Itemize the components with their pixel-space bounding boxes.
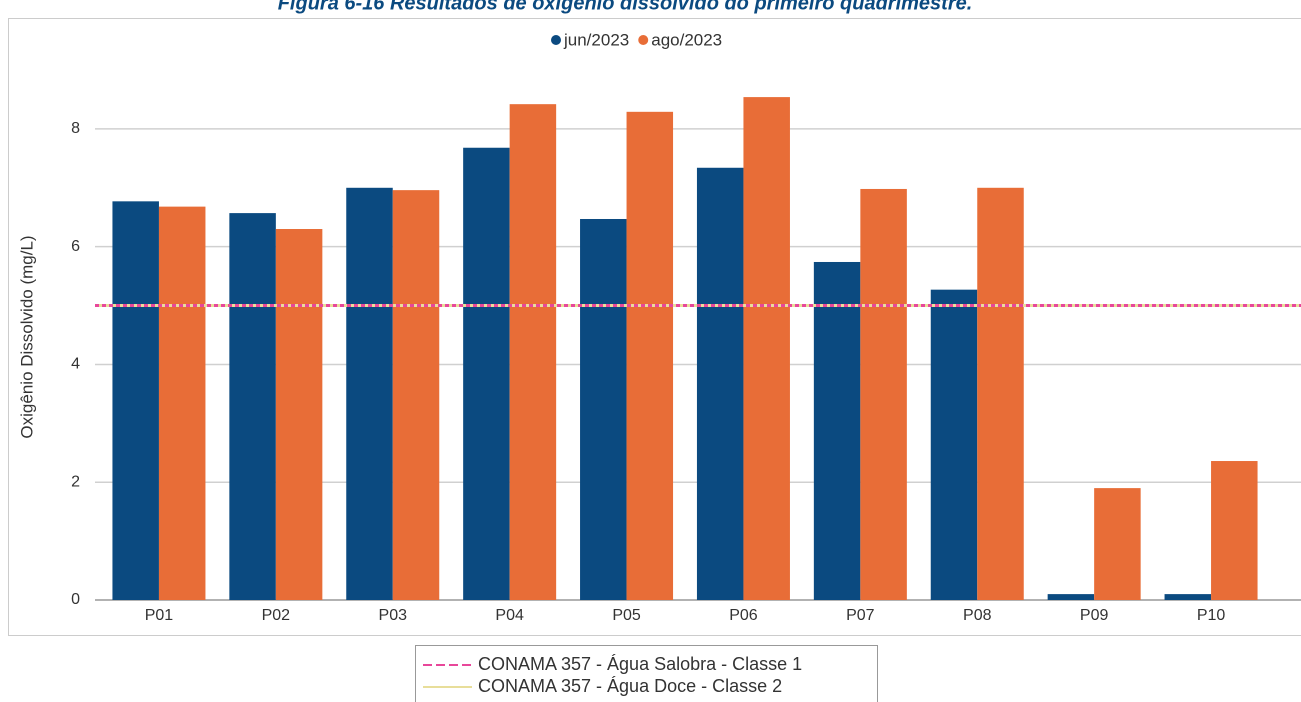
x-tick-label: P08	[963, 607, 992, 624]
y-tick-label: 4	[71, 356, 80, 373]
bar	[1047, 594, 1095, 600]
x-tick-label: P09	[1080, 607, 1109, 624]
bar	[743, 97, 790, 600]
bar	[275, 229, 323, 600]
y-axis-label: Oxigênio Dissolvido (mg/L)	[17, 235, 36, 438]
bar	[1211, 461, 1258, 600]
legend-label: ago/2023	[651, 30, 722, 49]
x-tick-label: P07	[846, 607, 875, 624]
x-tick-label: P04	[495, 607, 524, 624]
legend-label: CONAMA 357 - Água Salobra - Classe 1	[478, 654, 802, 674]
y-tick-label: 6	[71, 238, 80, 255]
y-tick-label: 2	[71, 473, 80, 490]
bar	[509, 104, 557, 600]
chart-frame	[8, 18, 1301, 636]
bar	[229, 213, 276, 600]
y-tick-label: 0	[71, 591, 80, 608]
bar	[392, 190, 440, 600]
bar	[813, 261, 861, 600]
x-tick-label: P01	[145, 607, 174, 624]
bar	[696, 167, 744, 600]
bar	[158, 206, 206, 600]
bar	[626, 111, 674, 600]
bar	[1094, 488, 1141, 600]
bar	[977, 187, 1024, 600]
x-tick-label: P05	[612, 607, 641, 624]
y-tick-label: 8	[71, 120, 80, 137]
bar	[463, 147, 510, 600]
bar	[860, 188, 907, 600]
bar	[930, 289, 978, 600]
chart-title: Figura 6-16 Resultados de oxigênio disso…	[278, 0, 973, 14]
bar	[112, 201, 159, 600]
legend-label: jun/2023	[563, 30, 629, 49]
x-tick-label: P10	[1197, 607, 1226, 624]
legend-marker	[551, 35, 561, 45]
legend-label: CONAMA 357 - Água Doce - Classe 2	[478, 676, 782, 696]
bar	[346, 187, 393, 600]
x-tick-label: P03	[379, 607, 408, 624]
line-legend-box	[415, 645, 878, 702]
bar	[1164, 594, 1212, 600]
x-tick-label: P06	[729, 607, 758, 624]
legend-marker	[638, 35, 649, 45]
x-tick-label: P02	[262, 607, 291, 624]
bar	[580, 218, 627, 600]
